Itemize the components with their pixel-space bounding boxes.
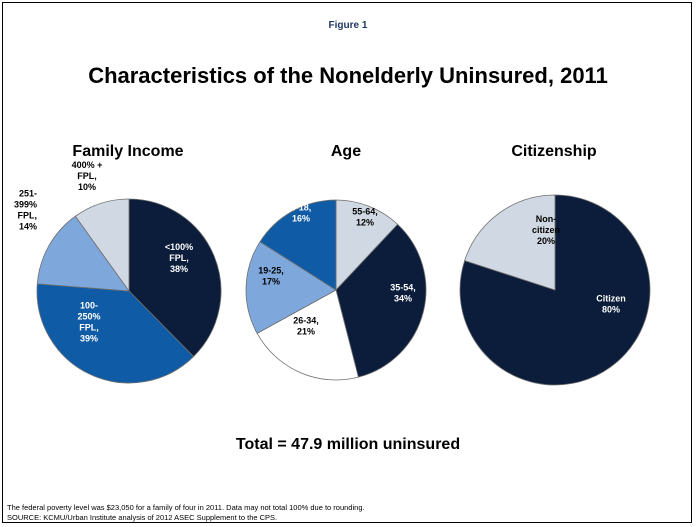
- slice-251-399-fpl: [36, 215, 130, 292]
- total-label: Total = 47.9 million uninsured: [235, 436, 461, 453]
- slice-below-100-fpl: [128, 198, 222, 358]
- main-title: Characteristics of the Nonelderly Uninsu…: [88, 63, 608, 88]
- slice-below-100-fpl-label: <100% FPL, 38%: [165, 242, 193, 274]
- age-title: Age: [330, 143, 362, 160]
- slice-251-399-fpl-label: 251-399% FPL, 14%: [14, 189, 37, 232]
- slice-citizen-label: Citizen 80%: [596, 294, 626, 315]
- figure-label: Figure 1: [328, 20, 368, 31]
- slice-age-35-54-label: 35-54, 34%: [390, 283, 416, 304]
- slice-400-plus-fpl: [74, 198, 130, 293]
- slice-age-35-54: [335, 223, 427, 378]
- slice-age-55-64-label: 55-64, 12%: [352, 207, 378, 228]
- slice-age-19-25-label: 19-25, 17%: [258, 266, 284, 287]
- slice-age-26-34-label: 26-34, 21%: [293, 316, 319, 337]
- slice-400-plus-fpl-label: 400% + FPL, 10%: [72, 160, 103, 192]
- source-note: SOURCE: KCMU/Urban Institute analysis of…: [7, 513, 278, 522]
- slice-age-55-64: [335, 199, 399, 292]
- slice-age-0-18: [259, 199, 337, 291]
- slice-non-citizen-label: Non-citizen 20%: [532, 214, 560, 246]
- slice-non-citizen: [464, 194, 556, 291]
- footnote: The federal poverty level was $23,050 fo…: [7, 503, 365, 512]
- slice-age-19-25: [245, 241, 337, 334]
- slice-age-26-34: [256, 289, 359, 381]
- slice-100-250-fpl-label: 100-250% FPL, 39%: [77, 301, 100, 344]
- slice-age-0-18-label: 0-18, 16%: [291, 203, 312, 224]
- slice-100-250-fpl: [36, 283, 195, 384]
- citizenship-title: Citizenship: [511, 143, 597, 160]
- family-income-title: Family Income: [72, 143, 184, 160]
